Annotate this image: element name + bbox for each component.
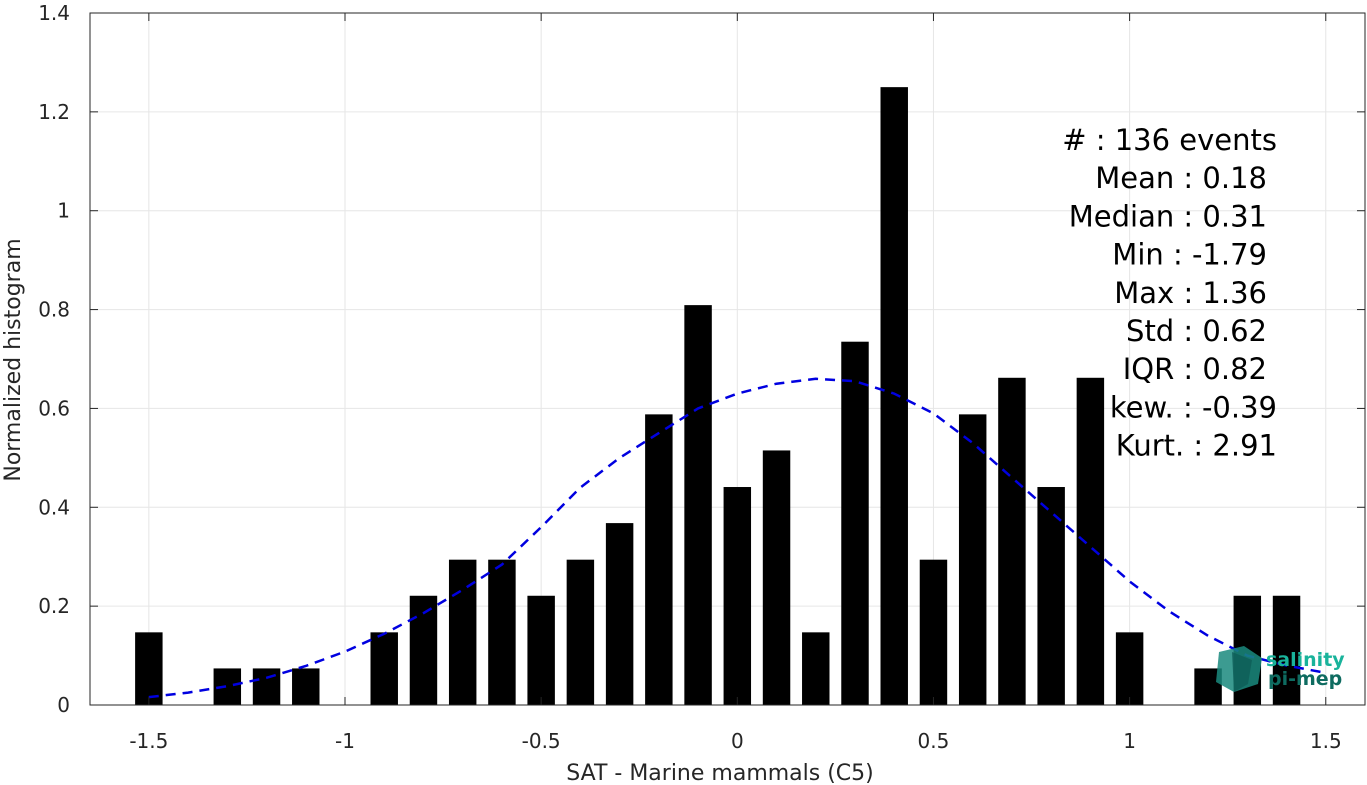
histogram-bar <box>292 668 320 705</box>
histogram-bar <box>723 487 752 705</box>
stat-line: Min : -1.79 <box>1112 238 1267 272</box>
y-tick-label: 1 <box>57 199 70 223</box>
logo-mark-shade-icon <box>1232 652 1252 692</box>
histogram-bar <box>762 450 791 705</box>
logo-line1: salinity <box>1266 649 1345 671</box>
statistics-annotation: # : 136 events Mean : 0.18 Median : 0.31 Mi… <box>1062 123 1277 463</box>
y-tick-label: 1.4 <box>38 1 70 25</box>
histogram-bar <box>841 341 869 705</box>
x-tick-label: 1.5 <box>1310 729 1342 753</box>
stat-line: Std : 0.62 <box>1126 314 1267 348</box>
histogram-bar <box>1037 487 1065 705</box>
stat-line: Mean : 0.18 <box>1095 161 1267 195</box>
x-tick-label: -1.5 <box>129 729 168 753</box>
histogram-bar <box>566 559 595 705</box>
histogram-bar <box>919 559 948 705</box>
histogram-bar <box>488 559 516 705</box>
histogram-bar <box>880 87 908 705</box>
x-tick-labels: -1.5 -1 -0.5 0 0.5 1 1.5 <box>129 729 1341 753</box>
histogram-bar <box>1076 377 1105 705</box>
x-tick-label: -0.5 <box>522 729 561 753</box>
histogram-bar <box>605 523 634 705</box>
plot-frame <box>89 12 1366 706</box>
stat-line: Median : 0.31 <box>1069 199 1267 233</box>
x-tick-label: -1 <box>335 729 355 753</box>
y-tick-label: 1.2 <box>38 100 70 124</box>
histogram-bar <box>684 305 712 705</box>
y-tick-label: 0 <box>57 693 70 717</box>
histogram-bar <box>998 377 1026 705</box>
stat-line: kew. : -0.39 <box>1110 390 1277 424</box>
axis-ticks <box>90 12 1365 706</box>
stat-line: Kurt. : 2.91 <box>1116 429 1277 463</box>
x-axis-label: SAT - Marine mammals (C5) <box>566 761 874 785</box>
stat-line: # : 136 events <box>1062 123 1277 157</box>
histogram-bar <box>1115 632 1144 705</box>
histogram-bar <box>1272 595 1301 705</box>
histogram-bar <box>802 632 830 705</box>
x-tick-label: 0 <box>731 729 744 753</box>
histogram-bar <box>527 595 555 705</box>
y-tick-label: 0.8 <box>38 298 70 322</box>
stat-line: IQR : 0.82 <box>1123 352 1267 386</box>
histogram-bar <box>135 632 163 705</box>
histogram-bar <box>252 668 281 705</box>
y-axis-label: Normalized histogram <box>1 238 26 481</box>
logo-line2: pi-mep <box>1268 668 1342 690</box>
y-tick-label: 0.6 <box>38 396 70 420</box>
stat-line: Max : 1.36 <box>1114 276 1267 310</box>
x-tick-label: 1 <box>1123 729 1136 753</box>
histogram-bar <box>370 632 398 705</box>
y-tick-label: 0.2 <box>38 594 70 618</box>
histogram-bar <box>645 414 673 705</box>
x-tick-label: 0.5 <box>918 729 950 753</box>
histogram-bar <box>958 414 987 705</box>
salinity-pi-mep-logo: salinity pi-mep <box>1216 646 1345 692</box>
histogram-bar <box>448 559 477 705</box>
y-tick-labels: 0 0.2 0.4 0.6 0.8 1 1.2 1.4 <box>38 1 70 717</box>
y-tick-label: 0.4 <box>38 495 70 519</box>
